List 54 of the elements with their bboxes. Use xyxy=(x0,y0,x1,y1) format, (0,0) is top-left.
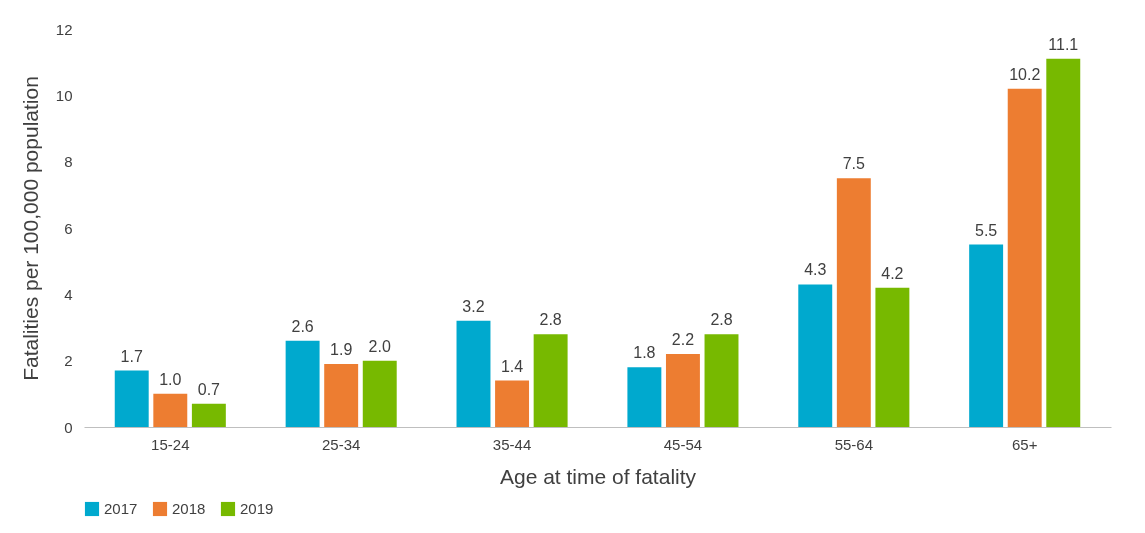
y-tick-label: 10 xyxy=(55,86,73,104)
data-label: 2.8 xyxy=(539,311,562,329)
data-label: 1.9 xyxy=(330,340,353,358)
x-tick-label: 25-34 xyxy=(321,435,361,453)
bar xyxy=(1007,88,1042,427)
x-tick-label: 15-24 xyxy=(151,435,190,453)
bar xyxy=(627,367,662,427)
data-label: 2.6 xyxy=(291,317,314,335)
data-label: 1.0 xyxy=(159,370,182,388)
bar xyxy=(875,287,910,427)
bar xyxy=(191,403,226,427)
data-label: 2.8 xyxy=(710,311,733,329)
bar xyxy=(665,354,700,427)
y-tick-label: 0 xyxy=(64,418,73,436)
bar xyxy=(456,320,491,427)
bar xyxy=(969,244,1004,427)
bar xyxy=(324,363,359,427)
data-label: 1.8 xyxy=(633,344,656,362)
x-tick-label: 55-64 xyxy=(834,435,874,453)
bar xyxy=(114,370,149,427)
x-tick-label: 45-54 xyxy=(663,435,703,453)
legend-label: 2017 xyxy=(104,500,138,517)
data-label: 0.7 xyxy=(197,380,221,398)
data-label: 4.3 xyxy=(804,261,827,279)
y-axis-title: Fatalities per 100,000 population xyxy=(18,76,42,381)
y-tick-label: 2 xyxy=(64,352,73,370)
x-axis-title: Age at time of fatality xyxy=(499,464,697,488)
y-tick-label: 12 xyxy=(55,20,73,38)
data-label: 1.7 xyxy=(120,347,143,365)
y-tick-label: 4 xyxy=(64,285,73,303)
x-tick-label: 35-44 xyxy=(492,435,532,453)
bar xyxy=(798,284,833,427)
bar xyxy=(362,360,397,427)
legend-label: 2019 xyxy=(240,500,274,517)
data-label: 11.1 xyxy=(1048,35,1079,53)
bar xyxy=(836,178,871,427)
data-label: 5.5 xyxy=(975,221,998,239)
bar xyxy=(1046,58,1081,427)
y-tick-label: 6 xyxy=(64,219,73,237)
x-tick-label: 65+ xyxy=(1011,435,1038,453)
data-label: 1.4 xyxy=(500,357,524,375)
bar xyxy=(153,393,188,427)
data-label: 4.2 xyxy=(881,264,904,282)
data-label: 2.2 xyxy=(671,331,695,349)
data-label: 7.5 xyxy=(842,155,866,173)
bar xyxy=(495,380,530,427)
bar xyxy=(285,340,320,427)
y-tick-label: 8 xyxy=(64,153,73,171)
bar xyxy=(533,334,568,427)
data-label: 3.2 xyxy=(462,297,485,315)
data-label: 10.2 xyxy=(1009,65,1041,83)
bar xyxy=(704,334,739,427)
legend-label: 2018 xyxy=(172,500,206,517)
data-label: 2.0 xyxy=(368,337,391,355)
